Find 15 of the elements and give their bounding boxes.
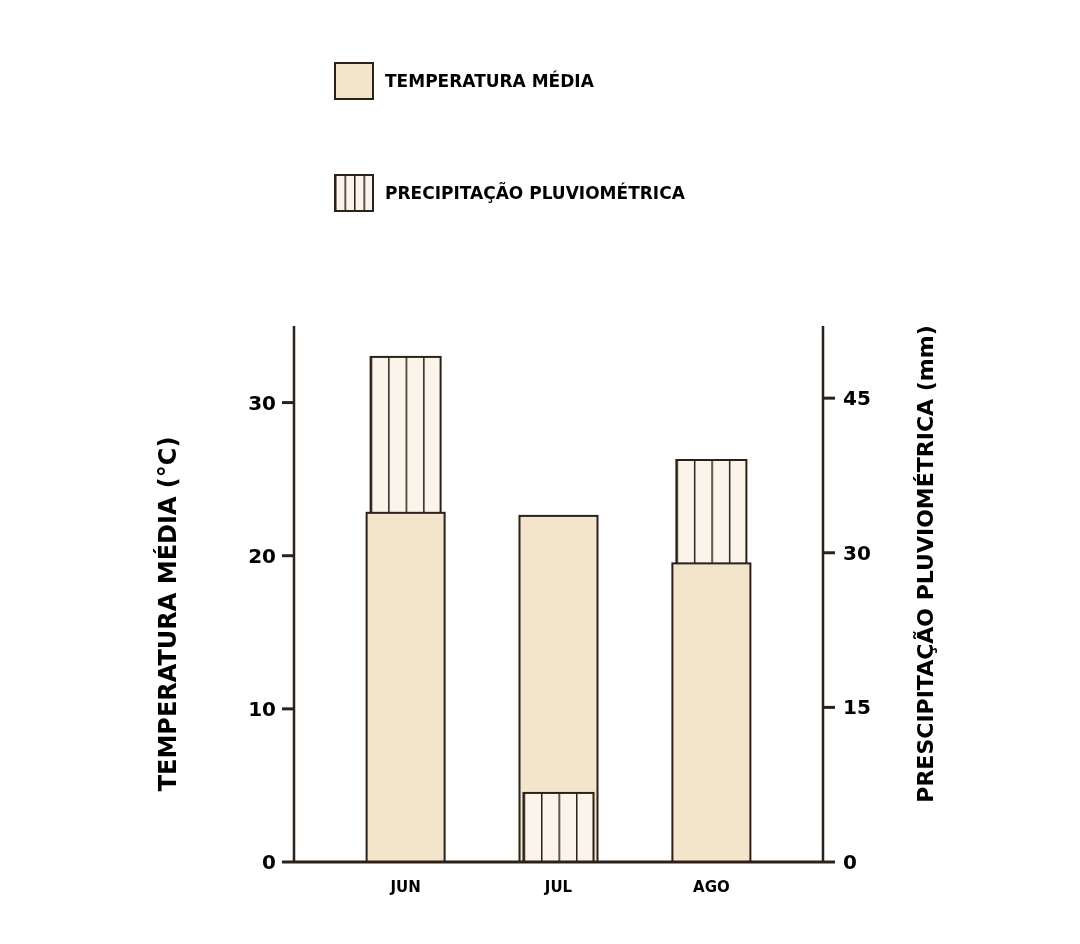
x-tick-label: JUL — [543, 878, 573, 896]
legend-label: PRECIPITAÇÃO PLUVIOMÉTRICA — [385, 180, 686, 203]
x-tick-label: JUN — [389, 878, 421, 896]
y-tick-label: 10 — [248, 696, 276, 721]
y2-axis-title: PRESCIPITAÇÃO PLUVIOMÉTRICA (mm) — [913, 325, 938, 803]
y2-tick-label: 45 — [843, 386, 871, 411]
y2-tick-label: 15 — [843, 695, 871, 720]
y2-tick-label: 30 — [843, 540, 871, 565]
y-tick-label: 30 — [248, 390, 276, 415]
legend-label: TEMPERATURA MÉDIA — [385, 69, 595, 91]
y-tick-label: 20 — [248, 543, 276, 568]
y-axis-title: TEMPERATURA MÉDIA (°C) — [153, 436, 182, 792]
y2-tick-label: 0 — [843, 850, 857, 874]
y-tick-label: 0 — [262, 850, 276, 874]
x-tick-label: AGO — [693, 878, 730, 896]
